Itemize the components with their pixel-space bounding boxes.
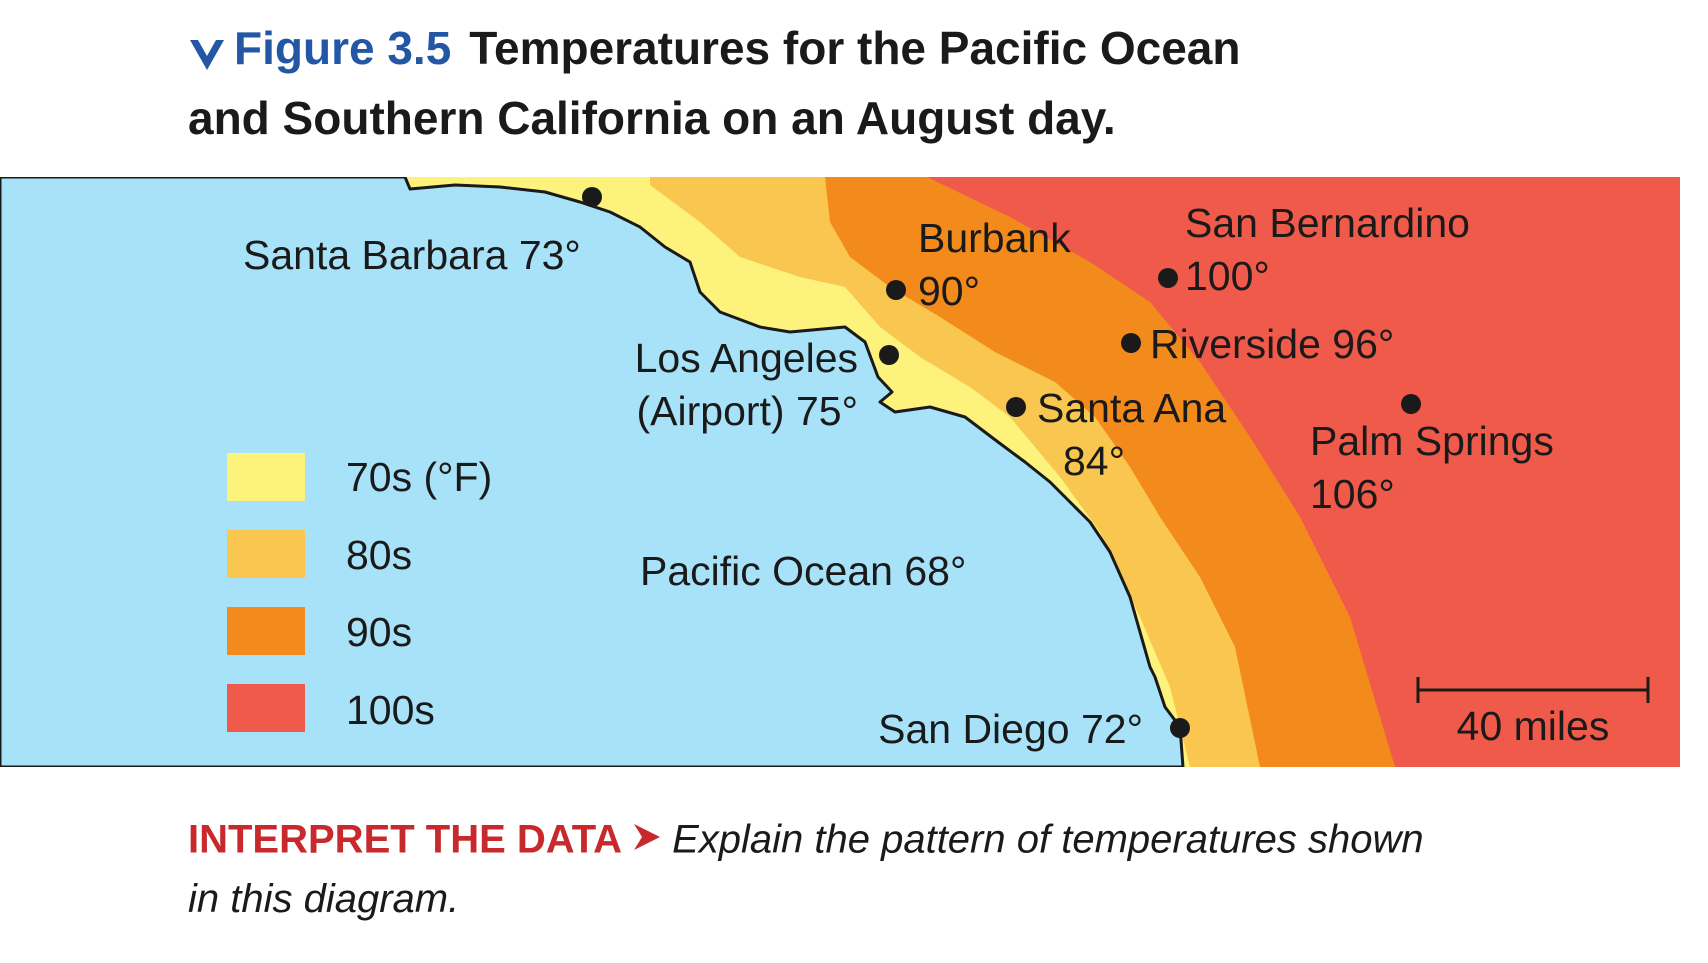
legend-swatch-80s [227,530,305,578]
label-san-bernardino-temp: 100° [1185,253,1270,299]
label-san-bernardino-name: San Bernardino [1185,200,1470,246]
city-dot-burbank[interactable] [886,280,906,300]
legend-label-90s: 90s [346,609,412,655]
map-canvas: Santa Barbara 73° Burbank 90° San Bernar… [0,177,1680,767]
label-palm-springs-temp: 106° [1310,471,1395,517]
interpret-section: INTERPRET THE DATA Explain the pattern of… [188,812,1648,926]
label-santa-barbara: Santa Barbara 73° [243,232,581,278]
scale-bar-label: 40 miles [1457,703,1610,749]
arrow-right-icon [632,812,662,866]
title-line-2: and Southern California on an August day… [188,92,1116,144]
label-santa-ana-temp: 84° [1063,438,1125,484]
legend-label-70s: 70s (°F) [346,454,492,500]
legend-swatch-70s [227,453,305,501]
legend-label-100s: 100s [346,687,435,733]
figure-title-part1: Temperatures for the Pacific Ocean [469,22,1241,74]
city-dot-santa-ana[interactable] [1006,397,1026,417]
label-burbank-temp: 90° [918,268,980,314]
city-dot-riverside[interactable] [1121,333,1141,353]
city-dot-san-diego[interactable] [1170,718,1190,738]
legend-swatch-100s [227,684,305,732]
figure-label: Figure 3.5 [234,22,452,74]
legend-label-80s: 80s [346,532,412,578]
interpret-heading: INTERPRET THE DATA [188,817,623,862]
legend: 70s (°F) 80s 90s 100s [227,453,492,733]
legend-swatch-90s [227,607,305,655]
temperature-map: Santa Barbara 73° Burbank 90° San Bernar… [0,177,1680,767]
label-palm-springs-name: Palm Springs [1310,418,1554,464]
interpret-prompt-part1: Explain the pattern of temperatures show… [672,817,1424,862]
label-burbank-name: Burbank [918,215,1071,261]
chevron-down-icon[interactable] [188,28,226,88]
label-pacific-ocean: Pacific Ocean 68° [640,548,966,594]
interpret-prompt-part2: in this diagram. [188,877,460,921]
scale-bar: 40 miles [1416,677,1650,749]
city-dot-palm-springs[interactable] [1401,394,1421,414]
city-dot-san-bernardino[interactable] [1158,268,1178,288]
title-line-1: Figure 3.5 Temperatures for the Pacific O… [188,18,1588,88]
label-los-angeles-sub: (Airport) 75° [637,388,859,434]
label-riverside: Riverside 96° [1150,321,1394,367]
label-los-angeles-name: Los Angeles [635,335,858,381]
label-santa-ana-name: Santa Ana [1037,385,1226,431]
city-dot-santa-barbara[interactable] [582,187,602,207]
figure-header: Figure 3.5 Temperatures for the Pacific O… [188,18,1588,148]
label-san-diego: San Diego 72° [878,706,1143,752]
interpret-line-1: INTERPRET THE DATA Explain the pattern of… [188,812,1648,872]
city-dot-los-angeles[interactable] [879,345,899,365]
